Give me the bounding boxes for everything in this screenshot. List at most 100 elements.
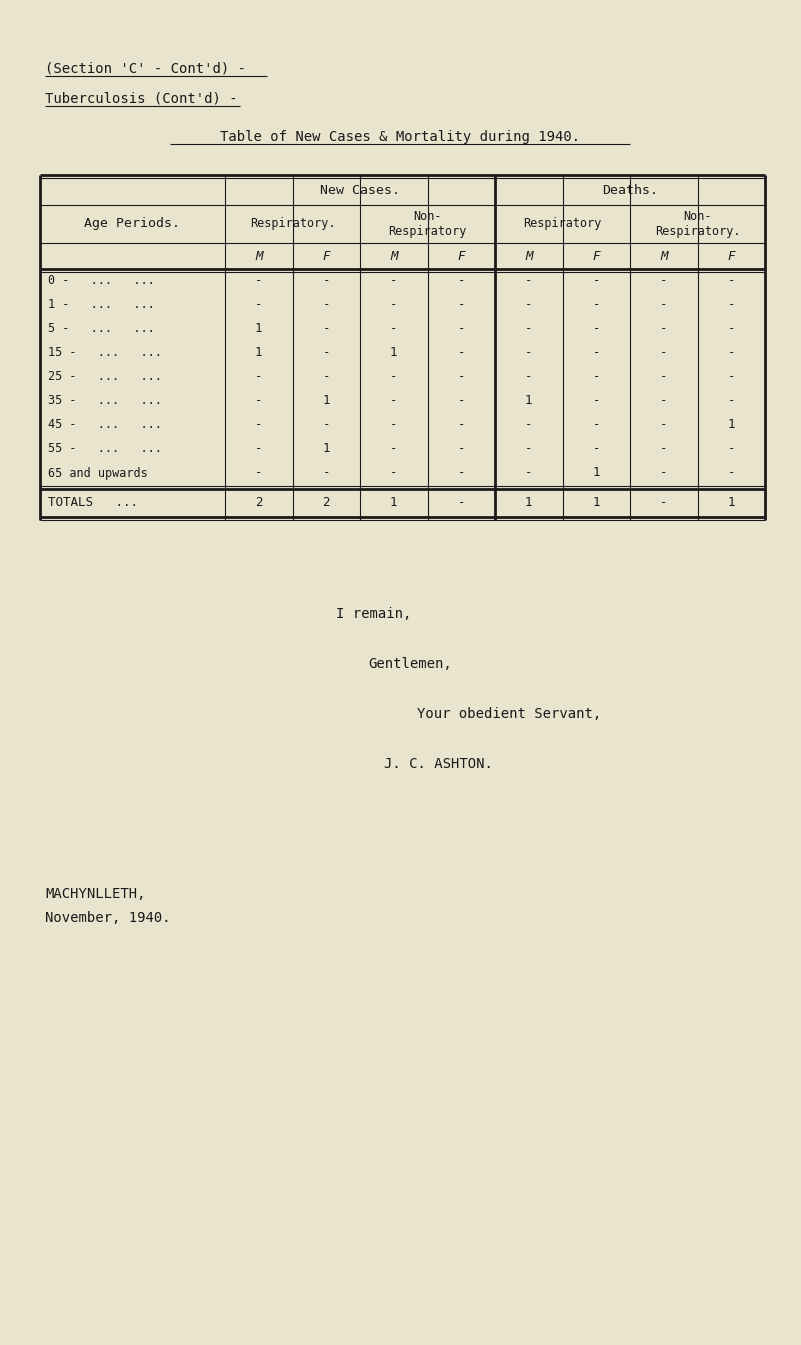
Text: -: -: [727, 323, 735, 335]
Text: -: -: [660, 274, 667, 288]
Text: -: -: [390, 443, 397, 456]
Text: 1: 1: [727, 496, 735, 510]
Text: -: -: [727, 394, 735, 408]
Text: F: F: [593, 250, 600, 262]
Text: -: -: [457, 299, 465, 312]
Text: -: -: [457, 418, 465, 432]
Text: 1: 1: [390, 496, 397, 510]
Text: -: -: [457, 370, 465, 383]
Text: -: -: [525, 347, 533, 359]
Text: -: -: [457, 274, 465, 288]
Text: 1: 1: [255, 323, 263, 335]
Text: 1: 1: [323, 394, 330, 408]
Text: -: -: [390, 418, 397, 432]
Text: 1: 1: [593, 496, 600, 510]
Text: 2: 2: [323, 496, 330, 510]
Text: 1: 1: [525, 394, 533, 408]
Text: I remain,: I remain,: [336, 607, 412, 621]
Text: Age Periods.: Age Periods.: [84, 218, 180, 230]
Text: -: -: [457, 347, 465, 359]
Text: -: -: [660, 347, 667, 359]
Text: -: -: [255, 467, 263, 480]
Text: -: -: [255, 299, 263, 312]
Text: -: -: [390, 394, 397, 408]
Text: -: -: [660, 418, 667, 432]
Text: -: -: [323, 347, 330, 359]
Text: M: M: [255, 250, 263, 262]
Text: -: -: [727, 274, 735, 288]
Text: -: -: [390, 467, 397, 480]
Text: -: -: [457, 443, 465, 456]
Text: -: -: [593, 394, 600, 408]
Text: F: F: [457, 250, 465, 262]
Text: -: -: [593, 299, 600, 312]
Text: Respiratory: Respiratory: [523, 218, 602, 230]
Text: -: -: [593, 370, 600, 383]
Text: -: -: [727, 299, 735, 312]
Text: -: -: [323, 323, 330, 335]
Text: New Cases.: New Cases.: [320, 183, 400, 196]
Text: -: -: [323, 467, 330, 480]
Text: 25 -   ...   ...: 25 - ... ...: [48, 370, 162, 383]
Text: -: -: [593, 347, 600, 359]
Text: 1: 1: [525, 496, 533, 510]
Text: -: -: [660, 467, 667, 480]
Text: -: -: [660, 443, 667, 456]
Text: Your obedient Servant,: Your obedient Servant,: [417, 707, 601, 721]
Text: Gentlemen,: Gentlemen,: [368, 656, 453, 671]
Text: -: -: [727, 467, 735, 480]
Text: 65 and upwards: 65 and upwards: [48, 467, 147, 480]
Text: -: -: [525, 274, 533, 288]
Text: -: -: [727, 370, 735, 383]
Text: -: -: [457, 467, 465, 480]
Text: Non-
Respiratory: Non- Respiratory: [388, 210, 467, 238]
Text: 1: 1: [390, 347, 397, 359]
Text: Respiratory.: Respiratory.: [250, 218, 336, 230]
Text: Tuberculosis (Cont'd) -: Tuberculosis (Cont'd) -: [45, 91, 238, 106]
Text: J. C. ASHTON.: J. C. ASHTON.: [384, 757, 493, 771]
Text: -: -: [525, 467, 533, 480]
Text: Non-
Respiratory.: Non- Respiratory.: [654, 210, 740, 238]
Text: 1: 1: [727, 418, 735, 432]
Text: -: -: [390, 274, 397, 288]
Text: -: -: [525, 323, 533, 335]
Text: -: -: [255, 443, 263, 456]
Text: F: F: [323, 250, 330, 262]
Text: -: -: [525, 443, 533, 456]
Text: -: -: [727, 347, 735, 359]
Text: -: -: [457, 323, 465, 335]
Text: -: -: [660, 496, 667, 510]
Text: 35 -   ...   ...: 35 - ... ...: [48, 394, 162, 408]
Text: F: F: [727, 250, 735, 262]
Text: -: -: [255, 274, 263, 288]
Text: November, 1940.: November, 1940.: [45, 911, 171, 925]
Text: -: -: [255, 418, 263, 432]
Text: -: -: [660, 323, 667, 335]
Text: -: -: [255, 394, 263, 408]
Text: -: -: [323, 299, 330, 312]
Text: 2: 2: [255, 496, 263, 510]
Text: M: M: [525, 250, 533, 262]
Text: -: -: [593, 443, 600, 456]
Text: MACHYNLLETH,: MACHYNLLETH,: [45, 886, 146, 901]
Text: -: -: [390, 370, 397, 383]
Text: -: -: [390, 323, 397, 335]
Text: -: -: [660, 299, 667, 312]
Text: -: -: [255, 370, 263, 383]
Text: -: -: [593, 418, 600, 432]
Text: TOTALS   ...: TOTALS ...: [48, 496, 138, 510]
Text: -: -: [660, 394, 667, 408]
Text: Deaths.: Deaths.: [602, 183, 658, 196]
Text: 1: 1: [593, 467, 600, 480]
Text: 45 -   ...   ...: 45 - ... ...: [48, 418, 162, 432]
Text: 1: 1: [255, 347, 263, 359]
Text: 55 -   ...   ...: 55 - ... ...: [48, 443, 162, 456]
Text: -: -: [323, 370, 330, 383]
Text: -: -: [727, 443, 735, 456]
Text: -: -: [525, 299, 533, 312]
Text: -: -: [390, 299, 397, 312]
Text: -: -: [323, 418, 330, 432]
Text: 1: 1: [323, 443, 330, 456]
Text: M: M: [390, 250, 397, 262]
Text: -: -: [457, 394, 465, 408]
